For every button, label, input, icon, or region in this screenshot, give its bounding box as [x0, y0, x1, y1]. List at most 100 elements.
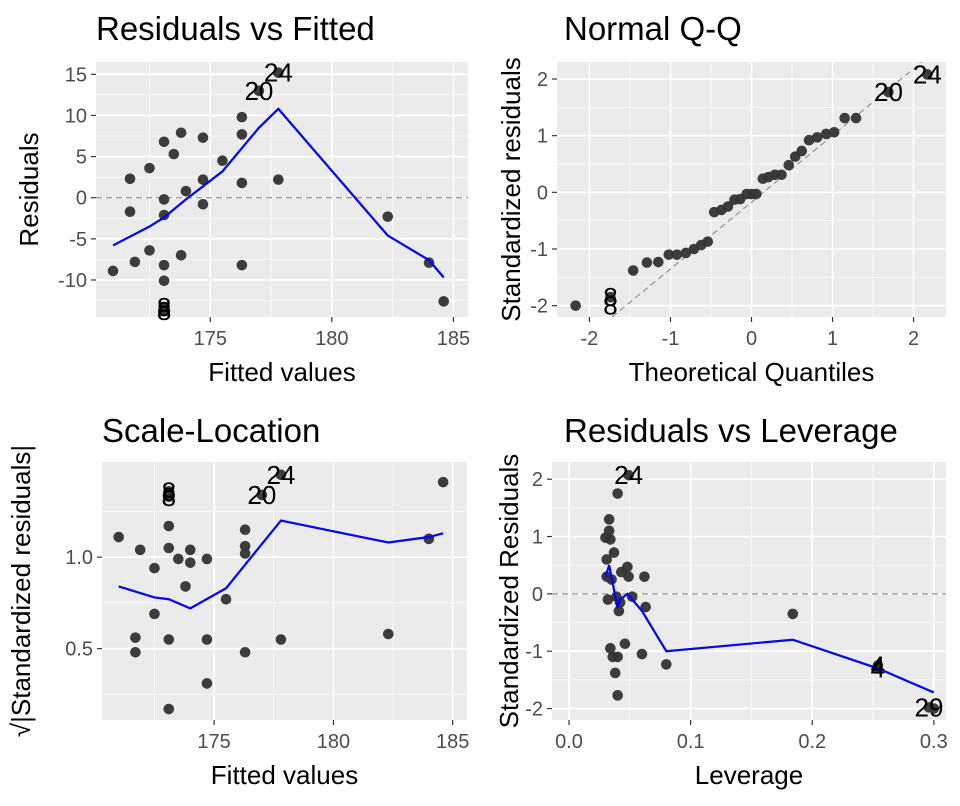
- y-axis-label: √|Standardized residuals|: [6, 445, 36, 737]
- data-point: [275, 634, 287, 645]
- data-point: [149, 608, 160, 620]
- data-point: [612, 690, 623, 701]
- data-point: [239, 524, 251, 536]
- data-point: [158, 136, 170, 148]
- data-point: [382, 211, 394, 222]
- data-point: [158, 275, 170, 287]
- data-point: [163, 520, 175, 532]
- data-point: [639, 571, 650, 582]
- data-point: [702, 236, 714, 247]
- data-point: [640, 601, 651, 613]
- data-point: [623, 469, 634, 481]
- x-axis-label: Fitted values: [211, 760, 358, 790]
- y-axis-label: Standardized Residuals: [494, 454, 524, 729]
- data-point: [220, 593, 232, 605]
- x-axis-label: Theoretical Quantiles: [629, 357, 875, 387]
- data-point: [922, 69, 933, 80]
- y-tick-label: -2: [530, 296, 548, 318]
- data-point: [796, 145, 808, 157]
- data-point: [570, 300, 581, 311]
- chart-title: Residuals vs Fitted: [96, 10, 375, 47]
- data-point: [180, 185, 192, 197]
- data-point: [803, 134, 815, 146]
- point-label: 4: [871, 653, 885, 683]
- x-tick-label: 0.3: [920, 731, 948, 753]
- data-area: [570, 62, 933, 317]
- data-point: [124, 206, 136, 218]
- data-area: [113, 469, 449, 715]
- data-point: [438, 296, 449, 307]
- data-point: [134, 544, 146, 556]
- data-point: [236, 129, 248, 140]
- data-point: [236, 177, 248, 189]
- x-tick-label: 1: [827, 328, 838, 350]
- x-tick-label: 0.0: [555, 731, 583, 753]
- panel-background: [96, 62, 468, 317]
- y-tick-label: 0: [537, 182, 548, 204]
- y-tick-label: 0.5: [65, 639, 93, 661]
- chart-title: Residuals vs Leverage: [564, 412, 898, 449]
- y-tick-label: -10: [58, 270, 87, 292]
- point-label: 20: [247, 480, 276, 510]
- data-point: [197, 199, 209, 210]
- data-point: [144, 162, 155, 174]
- data-point: [168, 148, 180, 160]
- x-tick-label: 180: [315, 328, 348, 350]
- point-label: 29: [915, 692, 944, 722]
- data-point: [180, 581, 191, 592]
- data-point: [605, 643, 616, 654]
- data-point: [382, 628, 394, 640]
- x-tick-label: 0: [746, 328, 757, 350]
- point-label: 8: [603, 282, 617, 312]
- data-point: [619, 638, 631, 650]
- x-tick-label: 175: [194, 328, 227, 350]
- y-tick-label: 15: [65, 64, 87, 86]
- data-point: [627, 265, 639, 276]
- data-point: [239, 548, 251, 559]
- x-tick-label: 0.2: [798, 731, 826, 753]
- data-point: [236, 111, 248, 123]
- y-tick-label: 2: [532, 469, 543, 491]
- data-point: [671, 249, 683, 260]
- data-point: [158, 259, 170, 271]
- panel-background: [102, 462, 467, 720]
- panel-background: [552, 462, 946, 720]
- data-point: [883, 86, 894, 98]
- data-point: [828, 126, 840, 138]
- point-label: 4: [871, 651, 885, 681]
- y-tick-label: 1: [532, 527, 543, 549]
- data-point: [130, 632, 141, 643]
- data-point: [811, 132, 823, 143]
- data-point: [603, 514, 615, 525]
- data-point: [197, 174, 209, 185]
- data-area: [552, 469, 946, 714]
- y-tick-label: -5: [69, 229, 87, 251]
- data-point: [144, 245, 155, 256]
- data-point: [605, 291, 616, 303]
- data-point: [601, 554, 613, 565]
- data-point: [623, 571, 634, 582]
- data-point: [158, 305, 170, 317]
- point-label: 8: [162, 476, 176, 506]
- data-point: [175, 127, 187, 139]
- data-point: [175, 250, 187, 261]
- data-point: [201, 553, 213, 565]
- data-point: [163, 703, 175, 715]
- x-tick-label: -2: [581, 328, 599, 350]
- x-tick-label: -1: [662, 328, 680, 350]
- data-point: [661, 659, 672, 670]
- y-tick-label: -1: [530, 239, 548, 261]
- data-point: [641, 257, 653, 268]
- data-point: [149, 562, 160, 574]
- y-tick-label: 0: [76, 188, 87, 210]
- data-point: [239, 646, 251, 658]
- x-tick-label: 185: [436, 731, 469, 753]
- data-point: [437, 476, 449, 488]
- data-point: [613, 605, 625, 617]
- point-label: 24: [266, 460, 295, 490]
- smooth-line: [112, 107, 445, 279]
- y-tick-label: 5: [76, 147, 87, 169]
- data-point: [273, 67, 284, 78]
